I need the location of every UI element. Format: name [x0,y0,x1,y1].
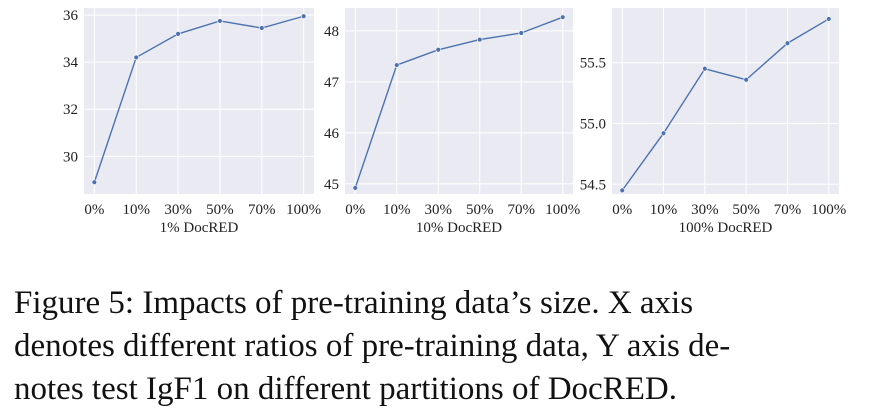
x-tick-label: 0% [345,202,365,218]
chart-panel-2: 45 46 47 48 0% 10% 30% 50% 70% 100% 10% DocRED [324,8,580,236]
series-line [621,18,830,191]
y-tick-label: 34 [63,55,79,71]
data-point [560,14,566,20]
y-tick-label: 48 [324,24,339,40]
x-tick-label: 50% [732,202,760,218]
data-point [133,54,139,61]
x-tick-label: 100% [286,202,321,218]
y-tick-label: 36 [63,8,79,24]
x-tick-label: 100% [545,202,580,218]
chart-panel-3: 54.5 55.0 55.5 0% 10% 30% 50% 70% 100% 100% DocRE… [580,8,846,236]
plot-area [612,8,839,194]
plot-area [84,8,314,194]
x-tick-label: 70% [507,202,535,218]
data-point [300,13,307,19]
x-tick-label: 10% [122,202,150,218]
data-point [175,31,181,37]
figure-caption: Figure 5: Impacts of pre-training data’s… [14,282,880,411]
x-tick-label: 30% [164,202,192,218]
x-axis-label: 100% DocRED [679,220,773,236]
series-line [93,15,304,183]
x-tick-label: 30% [691,202,719,218]
y-tick-label: 55.5 [580,56,606,72]
x-tick-label: 70% [774,202,802,218]
y-tick-label: 30 [63,149,78,165]
data-point [217,18,223,24]
x-tick-label: 10% [383,202,411,218]
data-point [784,40,791,46]
data-point [660,130,667,136]
x-tick-label: 0% [612,202,632,218]
x-tick-label: 50% [206,202,234,218]
x-tick-label: 100% [811,202,846,218]
data-point [91,179,98,185]
data-point [477,36,483,43]
x-tick-label: 70% [248,202,276,218]
data-point [702,66,708,72]
y-tick-label: 55.0 [580,116,606,132]
caption-line-2: denotes different ratios of pre-training… [14,328,731,364]
x-tick-label: 30% [425,202,453,218]
caption-line-1: Figure 5: Impacts of pre-training data’s… [14,285,694,321]
data-point [518,30,524,36]
data-point [826,16,832,22]
y-tick-label: 32 [63,102,78,118]
plot-area [345,8,573,194]
data-point [435,47,441,53]
data-point [259,25,265,31]
y-tick-label: 46 [324,126,340,142]
x-tick-label: 10% [650,202,678,218]
x-tick-label: 0% [84,202,104,218]
x-tick-label: 50% [466,202,494,218]
y-tick-label: 45 [324,177,339,193]
data-point [394,62,400,68]
series-line [354,16,563,189]
chart-panel-1: 30 32 34 36 0% 10% 30% 50% 70% 100% 1% DocRED [63,8,321,236]
x-axis-label: 10% DocRED [416,220,502,236]
caption-line-3: notes test IgF1 on different partitions … [14,371,677,407]
y-tick-label: 54.5 [580,177,606,193]
data-point [352,185,358,191]
data-point [743,77,749,83]
x-axis-label: 1% DocRED [160,220,239,236]
y-tick-label: 47 [324,75,340,91]
data-point [619,187,625,194]
